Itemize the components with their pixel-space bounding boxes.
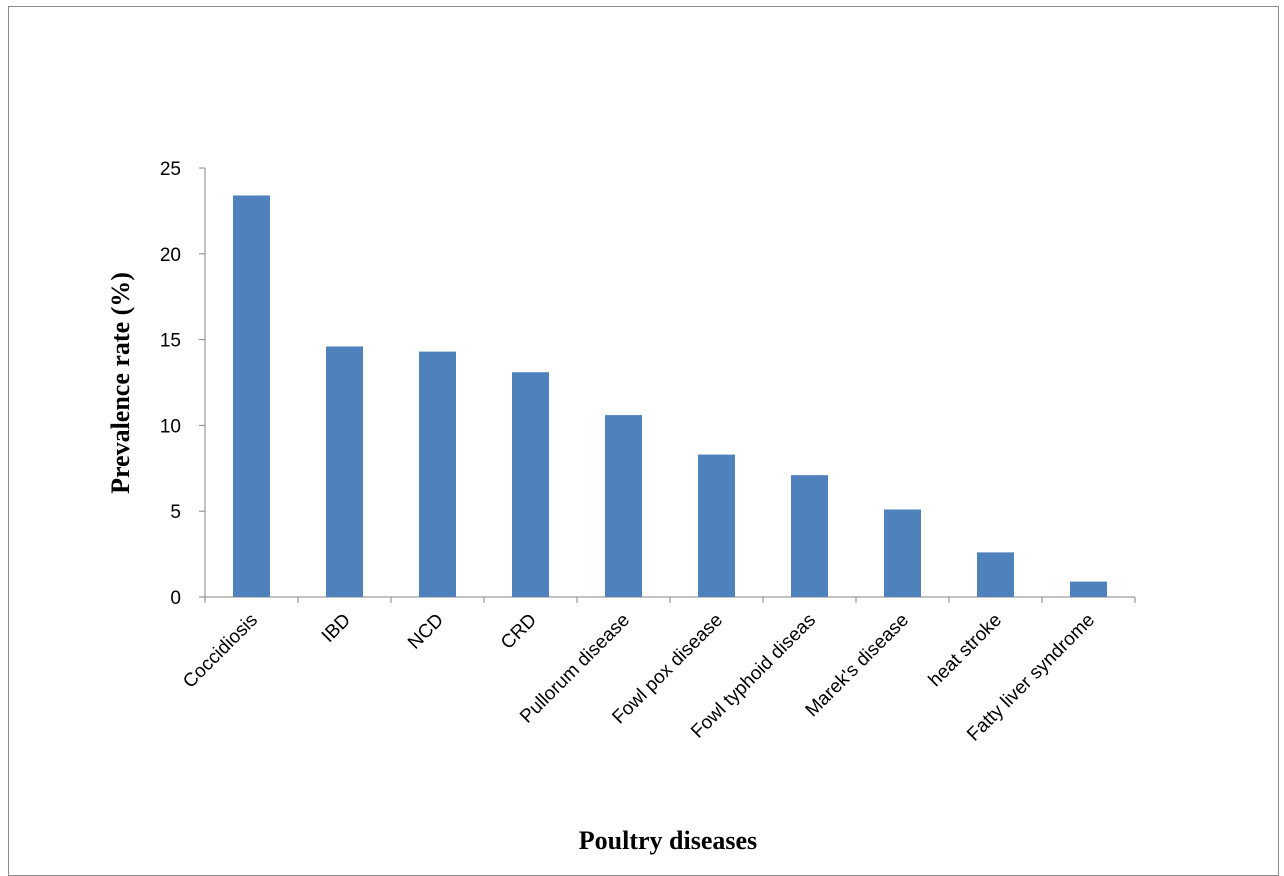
y-tick-label: 15: [160, 331, 181, 352]
y-tick-label: 20: [160, 245, 181, 266]
bar: [605, 415, 642, 597]
x-tick-label: Coccidiosis: [179, 610, 262, 693]
y-tick-label: 10: [160, 416, 181, 437]
x-tick-label: Marek's disease: [802, 610, 914, 722]
x-tick-label: heat stroke: [925, 610, 1006, 691]
bar: [1070, 581, 1107, 597]
bar: [698, 454, 735, 597]
bar: [977, 552, 1014, 597]
y-tick-label: 25: [160, 159, 181, 180]
y-tick-label: 5: [170, 502, 181, 523]
y-axis-title: Prevalence rate (%): [106, 272, 135, 494]
bar: [326, 346, 363, 597]
bar: [233, 195, 270, 597]
bar: [884, 509, 921, 597]
bar: [791, 475, 828, 597]
bar: [419, 351, 456, 597]
x-tick-label: IBD: [318, 610, 355, 647]
x-tick-label: CRD: [497, 610, 541, 654]
y-tick-label: 0: [170, 588, 181, 609]
x-axis-title: Poultry diseases: [579, 826, 757, 855]
x-tick-label: NCD: [404, 610, 448, 654]
bar: [512, 372, 549, 597]
chart-frame: [8, 6, 1279, 876]
bars: [233, 195, 1107, 597]
y-axis: 0 5 10 15 20 25: [160, 159, 206, 609]
